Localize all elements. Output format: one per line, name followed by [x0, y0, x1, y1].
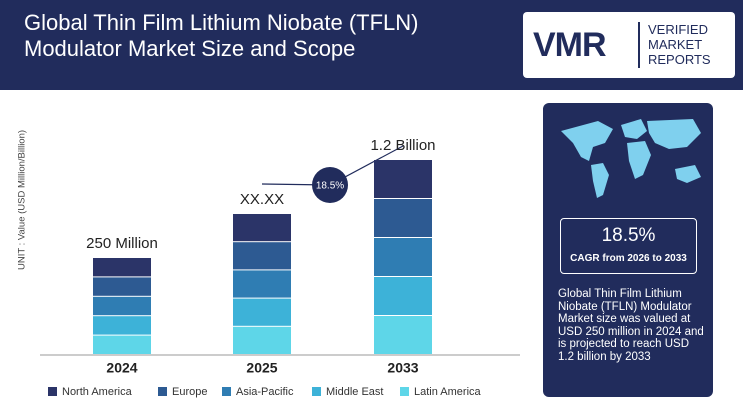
title: Global Thin Film Lithium Niobate (TFLN) … [24, 10, 419, 61]
logo-separator [638, 22, 640, 68]
bar-label: 1.2 Billion [370, 137, 435, 154]
logo: VMR VERIFIED MARKET REPORTS [523, 12, 735, 78]
legend-swatch [48, 387, 57, 396]
x-tick-label: 2033 [387, 360, 418, 376]
legend-label: Latin America [414, 386, 482, 398]
legend-swatch [158, 387, 167, 396]
legend-label: Europe [172, 386, 207, 398]
bar-segment [93, 316, 151, 335]
cagr-bubble-label: 18.5% [316, 181, 344, 192]
logo-mark: VMR [533, 26, 607, 64]
bar-segment [93, 335, 151, 354]
bar-segment [374, 277, 432, 315]
bar-segment [233, 298, 291, 326]
legend-swatch [222, 387, 231, 396]
x-tick-label: 2024 [106, 360, 137, 376]
legend-label: Middle East [326, 386, 383, 398]
bar-label: 250 Million [86, 235, 158, 252]
bar-segment [374, 160, 432, 198]
legend-label: North America [62, 386, 133, 398]
cagr-value: 18.5% [601, 225, 656, 246]
legend-label: Asia-Pacific [236, 386, 294, 398]
unit-label: UNIT : Value (USD Million/Billion) [17, 130, 28, 270]
header: Global Thin Film Lithium Niobate (TFLN) … [0, 0, 743, 90]
bar-segment [374, 316, 432, 354]
bar-segment [93, 258, 151, 277]
chart: UNIT : Value (USD Million/Billion) 18.5%… [17, 130, 520, 398]
bar-segment [93, 296, 151, 316]
cagr-box: 18.5% CAGR from 2026 to 2033 [560, 218, 697, 274]
bar-label: XX.XX [240, 191, 284, 208]
x-tick-label: 2025 [246, 360, 277, 376]
bar-segment [93, 277, 151, 296]
logo-text: MARKET [648, 37, 703, 52]
cagr-bubble [312, 167, 348, 203]
bar-segment [233, 270, 291, 298]
side-panel: 18.5% CAGR from 2026 to 2033 Global Thin… [543, 103, 713, 397]
bar-segment [374, 238, 432, 276]
logo-text: VERIFIED [648, 22, 708, 37]
bar-segment [233, 242, 291, 270]
logo-text: REPORTS [648, 52, 711, 67]
description: Global Thin Film Lithium Niobate (TFLN) … [558, 288, 704, 363]
world-map [561, 119, 701, 198]
legend-swatch [312, 387, 321, 396]
bar-segment [233, 326, 291, 354]
legend-swatch [400, 387, 409, 396]
bar-segment [374, 199, 432, 237]
cagr-label: CAGR from 2026 to 2033 [570, 253, 687, 264]
bar-segment [233, 214, 291, 242]
